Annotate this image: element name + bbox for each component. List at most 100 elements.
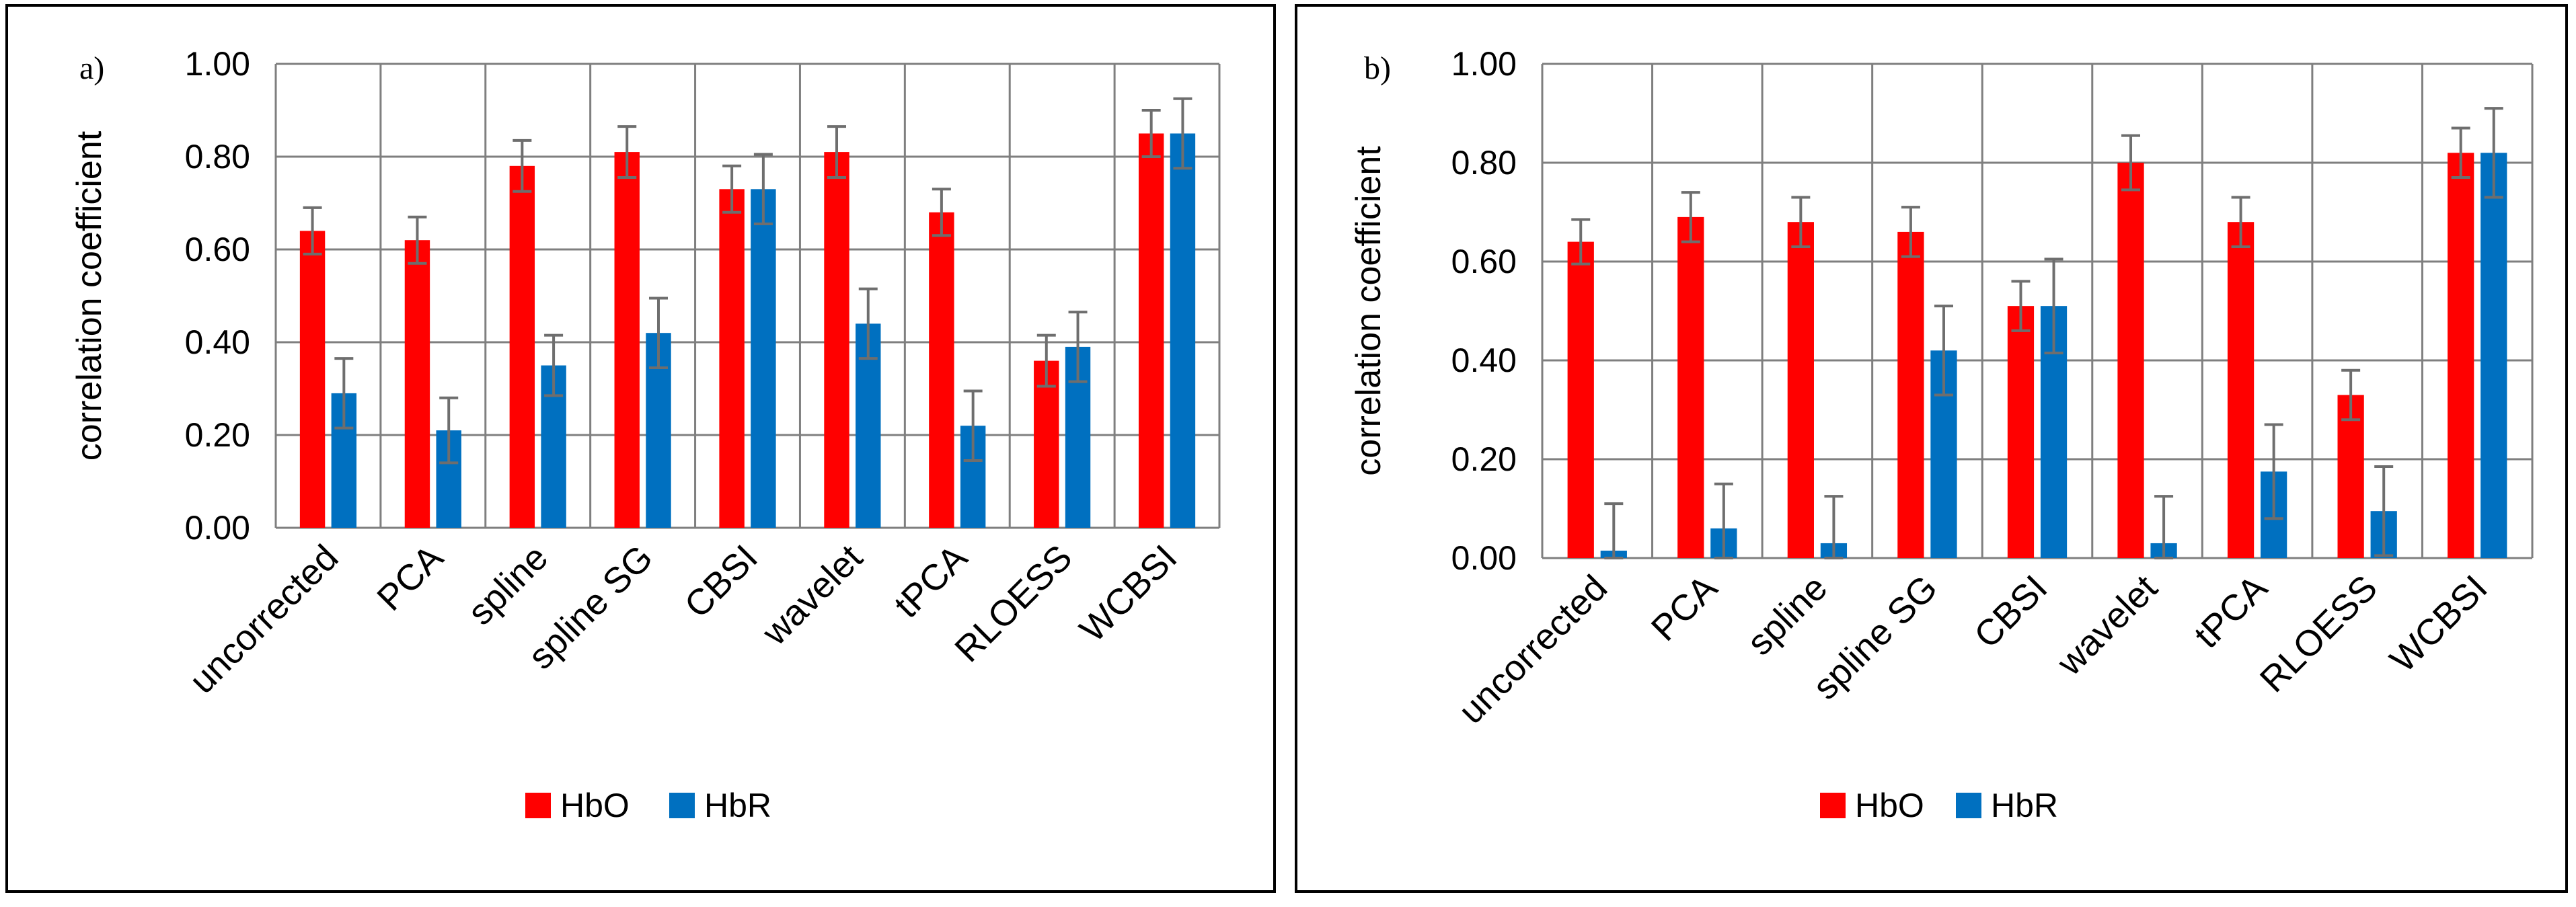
error-bar-hbo-cbsi [2011,280,2031,332]
x-tick-label-wavelet: wavelet [754,537,870,654]
error-bar-hbr-wavelet [858,287,878,360]
x-tick-label-rloess: RLOESS [947,537,1079,670]
chart-panel-a: a) 0.00 0.20 0.40 0.60 0.80 1.00 correlation co… [5,4,1276,893]
bar-hbo-rloess [1034,360,1059,528]
error-bar-hbr-spline-sg [1934,305,1953,397]
y-tick-label: 0.40 [1451,342,1517,379]
bar-hbo-spline [1787,222,1814,558]
error-bar-hbr-cbsi [753,153,773,226]
error-bar-hbo-wcbsi [2451,126,2470,180]
y-tick-label: 0.00 [1451,539,1517,577]
error-bar-hbr-spline-sg [648,297,668,369]
error-bar-hbo-rloess [2341,368,2361,422]
bar-hbo-cbsi [2007,306,2035,558]
error-bar-hbo-spline-sg [617,125,637,180]
error-bar-hbr-wcbsi [1173,97,1192,170]
error-bar-hbr-tpca [963,389,983,462]
x-tick-label-spline: spline [460,537,556,633]
x-tick-label-wcbsi: WCBSI [1072,537,1185,650]
error-bar-hbo-pca [408,215,427,265]
panel-border [5,4,1276,893]
series-hbr [1600,107,2507,559]
bar-hbo-uncorrected [1567,241,1594,558]
legend-swatch-hbr [669,793,695,818]
bar-hbr-wcbsi [1170,133,1196,528]
legend-swatch-hbo [525,793,551,818]
error-bar-hbr-cbsi [2044,258,2063,354]
series-hbo [1567,126,2474,559]
legend-swatch-hbr [1956,793,1981,818]
bar-hbr-cbsi [751,189,776,528]
bar-hbo-spline-sg [1897,231,1924,558]
error-bar-hbr-rloess [2374,465,2394,557]
error-bar-hbo-tpca [2231,196,2250,248]
legend-label-hbo: HbO [1855,787,1924,824]
x-tick-label-rloess: RLOESS [2252,567,2385,700]
y-tick-label: 0.00 [185,509,250,547]
error-bar-hbo-spline [1791,196,1811,248]
error-bar-hbo-uncorrected [1571,218,1591,266]
bar-hbo-spline-sg [614,152,640,528]
bar-hbo-tpca [929,212,954,528]
y-axis-label: correlation coefficient [70,130,109,461]
y-tick-label: 0.60 [1451,243,1517,280]
error-bar-hbr-wcbsi [2484,107,2503,199]
bar-hbo-wavelet [824,152,849,528]
bar-hbr-wcbsi [2480,153,2507,559]
error-bar-hbr-pca [439,396,459,465]
legend-item-hbo: HbO [525,787,630,824]
legend-item-hbo: HbO [1820,787,1924,824]
y-tick-label: 0.20 [185,416,250,454]
bar-hbo-tpca [2227,222,2255,558]
y-tick-label: 0.40 [185,323,250,361]
error-bar-hbo-pca [1681,191,1700,243]
bar-hbo-pca [1677,216,1704,558]
legend-label-hbr: HbR [704,787,771,824]
error-bar-hbr-tpca [2264,423,2283,520]
error-bar-hbr-pca [1714,482,1733,559]
error-bar-hbo-spline-sg [1901,206,1920,258]
error-bar-hbo-wavelet [2121,134,2141,192]
y-tick-label: 0.80 [1451,144,1517,182]
y-tick-label: 0.60 [185,231,250,268]
bar-hbo-wcbsi [2448,153,2474,559]
bar-hbo-pca [404,240,430,528]
legend: HbO HbR [525,787,771,824]
error-bar-hbr-rloess [1068,311,1088,383]
bar-hbo-wavelet [2117,163,2144,558]
y-tick-label: 1.00 [185,45,250,83]
bar-hbo-cbsi [719,189,745,528]
legend-item-hbr: HbR [669,787,771,824]
series-hbo [299,109,1164,528]
error-bar-hbr-uncorrected [1604,502,1624,559]
x-tick-label-wcbsi: WCBSI [2382,567,2495,680]
panel-label: a) [79,50,104,86]
x-tick-label-pca: PCA [1644,567,1725,649]
x-tick-label-uncorrected: uncorrected [1451,567,1615,732]
x-tick-label-cbsi: CBSI [1967,567,2055,656]
panel-border [1295,4,2568,893]
y-tick-label: 1.00 [1451,45,1517,83]
y-tick-label: 0.80 [185,138,250,175]
legend-item-hbr: HbR [1956,787,2058,824]
error-bar-hbo-cbsi [722,164,742,214]
bar-hbo-rloess [2337,395,2364,558]
chart-panel-b: b) 0.00 0.20 0.40 0.60 0.80 1.00 correlation co… [1295,4,2568,893]
y-axis-label: correlation coefficient [1349,146,1388,476]
error-bar-hbo-wavelet [827,125,847,180]
error-bar-hbo-spline [513,139,532,193]
error-bar-hbo-tpca [932,188,951,237]
x-tick-label-wavelet: wavelet [2049,567,2165,684]
panel-label: b) [1364,50,1391,86]
legend-swatch-hbo [1820,793,1846,818]
bar-hbo-uncorrected [299,231,326,528]
bar-hbo-spline [509,165,535,528]
bar-hbo-wcbsi [1138,133,1164,528]
y-tick-label: 0.20 [1451,440,1517,478]
x-tick-label-spline: spline [1739,567,1835,663]
x-tick-label-pca: PCA [369,537,451,619]
error-bar-hbo-uncorrected [303,206,322,255]
legend-label-hbr: HbR [1991,787,2058,824]
error-bar-hbo-rloess [1036,333,1056,388]
